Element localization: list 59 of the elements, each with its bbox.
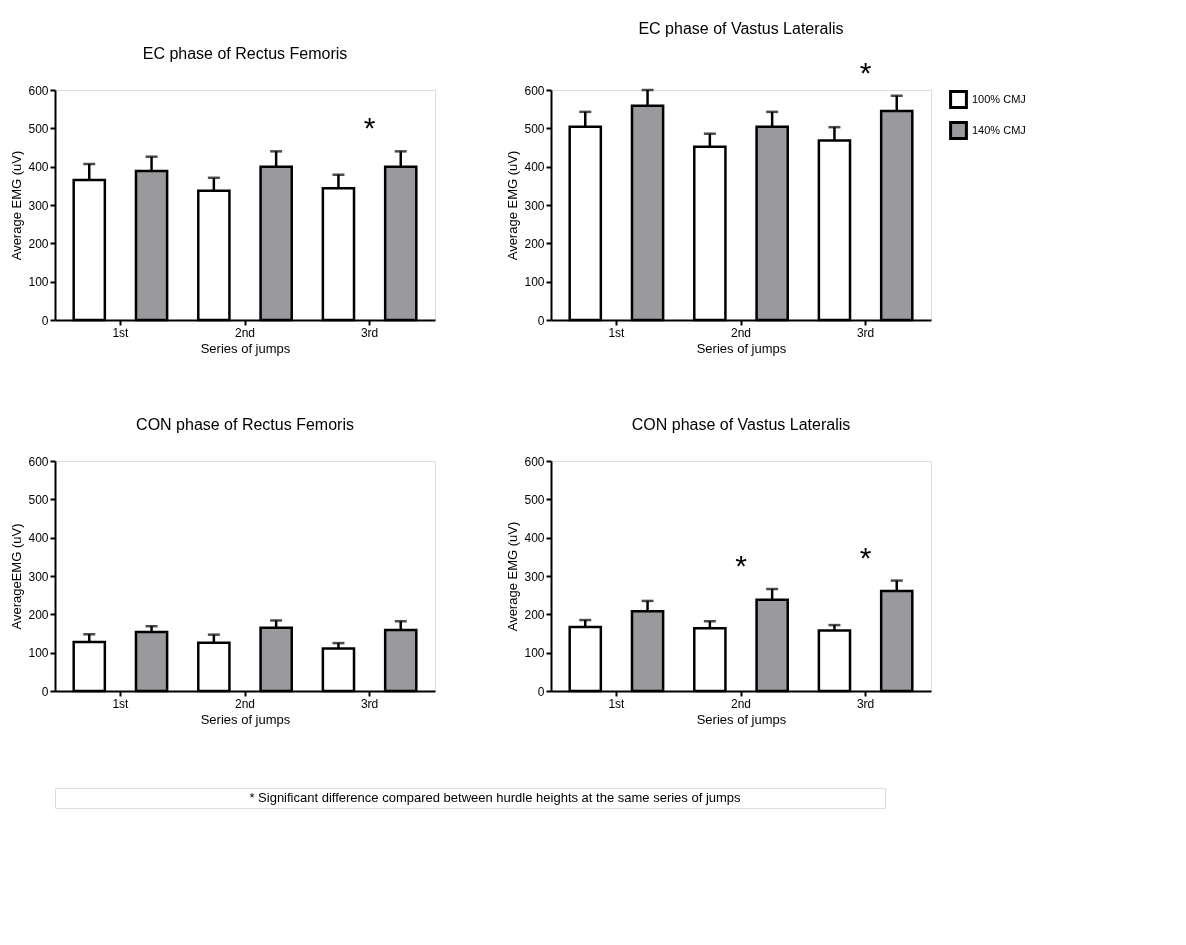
y-tick-label: 0 <box>537 684 545 699</box>
chart-title: EC phase of Rectus Femoris <box>142 45 348 62</box>
y-tick-label: 0 <box>537 313 545 328</box>
y-tick-label: 600 <box>524 454 545 469</box>
text: * Significant difference compared between hurdle heights at the same series of jumps <box>249 790 742 805</box>
y-tick-label: 100 <box>28 646 49 661</box>
y-axis-title: AverageEMG (uV) <box>9 523 25 630</box>
y-tick-label: 200 <box>28 236 49 251</box>
y-tick-label: 200 <box>524 236 545 251</box>
y-tick-label: 300 <box>524 198 545 213</box>
legend-label: 140% CMJ <box>972 123 1026 136</box>
x-tick-label: 3rd <box>360 696 379 711</box>
x-tick-label: 2nd <box>730 696 752 711</box>
x-tick-label: 1st <box>112 696 130 711</box>
chart-title: EC phase of Vastus Lateralis <box>638 19 844 37</box>
x-tick-label: 2nd <box>234 325 256 340</box>
y-tick-label: 600 <box>28 83 49 98</box>
y-axis-title: Average EMG (uV) <box>9 150 25 261</box>
x-tick-label: 3rd <box>856 325 875 340</box>
y-tick-label: 400 <box>28 160 49 175</box>
x-tick-label: 1st <box>608 696 626 711</box>
x-axis-title: Series of jumps <box>696 711 787 727</box>
chart-title: CON phase of Rectus Femoris <box>136 416 354 433</box>
y-axis-title: Average EMG (uV) <box>505 150 521 261</box>
y-tick-label: 500 <box>524 121 545 136</box>
annotation: * <box>859 540 872 574</box>
x-axis-title: Series of jumps <box>200 340 291 356</box>
annotation: * <box>363 111 376 145</box>
x-tick-label: 3rd <box>360 325 379 340</box>
y-tick-label: 100 <box>28 275 49 290</box>
y-tick-label: 500 <box>28 121 49 136</box>
x-axis-title: Series of jumps <box>200 711 291 727</box>
annotation: * <box>735 549 748 583</box>
y-tick-label: 300 <box>28 198 49 213</box>
x-tick-label: 2nd <box>730 325 752 340</box>
y-tick-label: 600 <box>28 454 49 469</box>
y-tick-label: 300 <box>28 569 49 584</box>
y-tick-label: 200 <box>28 607 49 622</box>
y-tick-label: 300 <box>524 569 545 584</box>
y-tick-label: 400 <box>524 160 545 175</box>
y-tick-label: 400 <box>28 531 49 546</box>
x-tick-label: 1st <box>112 325 130 340</box>
y-tick-label: 100 <box>524 646 545 661</box>
y-tick-label: 500 <box>524 492 545 507</box>
y-tick-label: 500 <box>28 492 49 507</box>
legend-label: 100% CMJ <box>972 92 1026 105</box>
y-tick-label: 400 <box>524 531 545 546</box>
x-tick-label: 3rd <box>856 696 875 711</box>
chart-title: CON phase of Vastus Lateralis <box>631 416 851 433</box>
y-tick-label: 600 <box>524 83 545 98</box>
y-tick-label: 200 <box>524 607 545 622</box>
y-axis-title: Average EMG (uV) <box>505 521 521 632</box>
x-tick-label: 1st <box>608 325 626 340</box>
x-tick-label: 2nd <box>234 696 256 711</box>
x-axis-title: Series of jumps <box>696 340 787 356</box>
text: * <box>859 55 872 89</box>
y-tick-label: 0 <box>41 684 49 699</box>
y-tick-label: 0 <box>41 313 49 328</box>
y-tick-label: 100 <box>524 275 545 290</box>
